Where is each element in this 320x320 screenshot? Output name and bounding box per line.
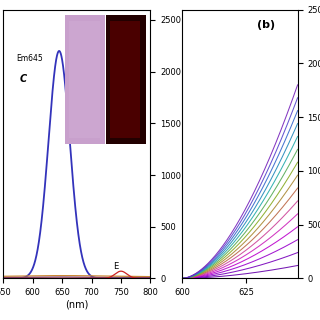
Text: Em645: Em645: [17, 54, 44, 63]
Y-axis label: Fluorescence Intensity (a.u.): Fluorescence Intensity (a.u.): [184, 84, 193, 204]
Text: C: C: [20, 74, 27, 84]
Text: (b): (b): [257, 20, 276, 30]
X-axis label: (nm): (nm): [65, 300, 89, 310]
Text: E: E: [113, 261, 118, 271]
